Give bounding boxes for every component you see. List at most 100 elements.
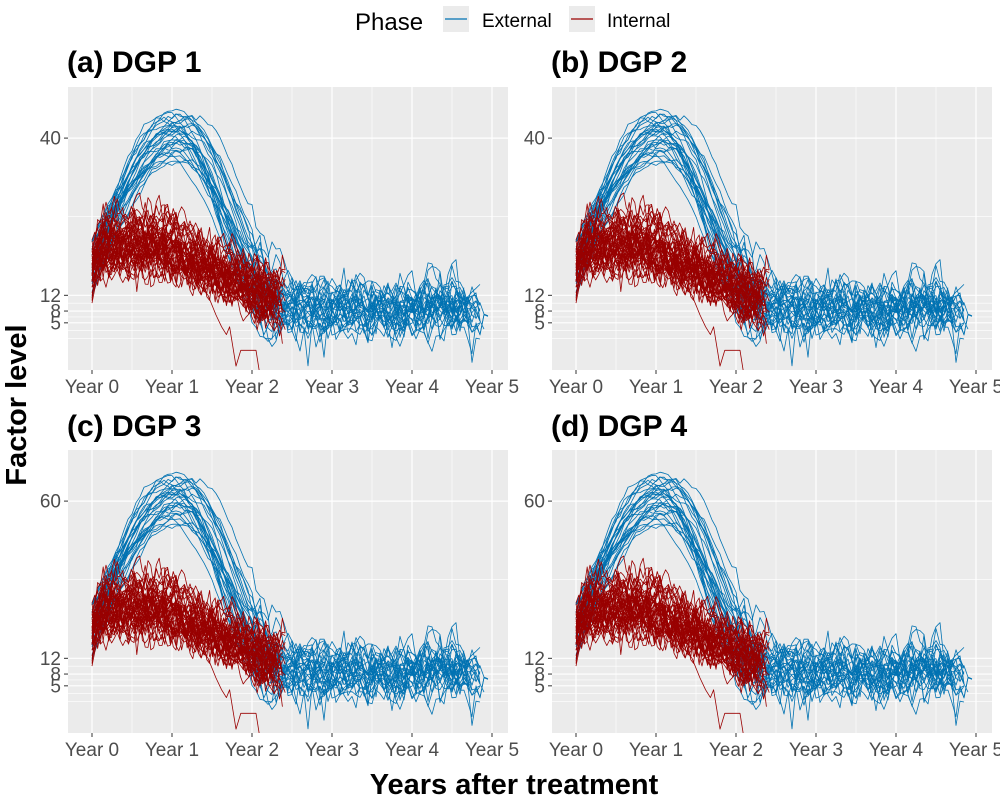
series-line-external	[91, 479, 477, 703]
y-tick-label: 12	[524, 649, 545, 670]
x-tick-label: Year 3	[305, 740, 359, 761]
series-line-external	[575, 479, 961, 703]
series-line-external	[575, 487, 965, 707]
x-tick-label: Year 2	[225, 740, 279, 761]
panel-title: (a) DGP 1	[67, 46, 202, 79]
y-tick-label: 5	[50, 676, 61, 697]
series-line-internal	[575, 555, 767, 659]
series-line-internal	[575, 250, 764, 309]
series-line-internal	[91, 247, 260, 370]
x-tick-label: Year 1	[629, 740, 683, 761]
series-line-internal	[575, 613, 764, 672]
series-line-external	[91, 487, 481, 707]
y-tick-label: 8	[50, 665, 61, 686]
panel-title: (c) DGP 3	[67, 410, 202, 443]
x-tick-label: Year 0	[549, 377, 603, 398]
series-line-external	[91, 148, 481, 352]
series-line-external	[575, 478, 949, 702]
x-axis-title: Years after treatment	[370, 769, 659, 800]
x-tick-label: Year 2	[225, 377, 279, 398]
y-tick-label: 12	[40, 286, 61, 307]
series-line-internal	[575, 582, 762, 694]
y-tick-label: 40	[524, 129, 545, 150]
y-tick-label: 60	[524, 492, 545, 513]
panel-title: (b) DGP 2	[551, 46, 687, 79]
series-line-internal	[91, 609, 278, 685]
series-line-external	[91, 135, 473, 342]
series-line-external	[91, 511, 481, 715]
series-line-external	[575, 481, 965, 711]
series-line-external	[91, 123, 469, 317]
series-line-internal	[91, 610, 260, 733]
series-line-external	[575, 498, 957, 705]
x-tick-label: Year 3	[305, 377, 359, 398]
legend-title: Phase	[355, 9, 423, 36]
series-line-internal	[91, 250, 280, 309]
series-line-external	[91, 478, 465, 702]
series-line-external	[91, 489, 481, 690]
series-lines	[91, 108, 489, 370]
x-tick-label: Year 1	[629, 377, 683, 398]
legend-label-internal: Internal	[607, 11, 670, 32]
y-tick-label: 12	[524, 286, 545, 307]
legend: Phase External Internal	[355, 6, 670, 36]
series-line-internal	[91, 605, 286, 659]
series-line-external	[91, 486, 469, 680]
series-line-internal	[575, 226, 767, 344]
series-line-internal	[575, 195, 762, 306]
series-line-internal	[91, 246, 278, 322]
x-tick-label: Year 2	[709, 740, 763, 761]
series-line-external	[575, 116, 961, 340]
series-line-internal	[575, 605, 770, 659]
x-tick-label: Year 0	[65, 740, 119, 761]
x-tick-label: Year 1	[145, 377, 199, 398]
series-line-external	[575, 489, 965, 690]
series-lines	[575, 471, 973, 733]
series-line-external	[575, 511, 965, 715]
y-tick-label: 8	[534, 302, 545, 323]
series-line-internal	[575, 558, 762, 669]
series-line-internal	[91, 219, 278, 331]
x-tick-label: Year 5	[465, 740, 519, 761]
series-line-internal	[575, 226, 756, 313]
series-line-internal	[91, 558, 278, 669]
series-line-internal	[91, 195, 278, 306]
series-line-internal	[91, 226, 272, 313]
series-line-internal	[91, 226, 283, 344]
series-lines	[91, 471, 489, 733]
x-tick-label: Year 0	[549, 740, 603, 761]
series-line-internal	[91, 589, 272, 676]
series-line-external	[91, 481, 481, 711]
series-line-external	[91, 115, 465, 339]
series-line-internal	[91, 589, 283, 707]
series-line-external	[575, 123, 953, 317]
x-tick-label: Year 5	[465, 377, 519, 398]
series-line-external	[575, 115, 949, 339]
legend-label-external: External	[482, 11, 552, 32]
series-line-internal	[91, 555, 283, 659]
series-line-internal	[575, 589, 767, 707]
series-line-internal	[91, 582, 278, 694]
series-line-external	[575, 480, 949, 694]
y-tick-label: 12	[40, 649, 61, 670]
x-tick-label: Year 4	[385, 377, 440, 398]
series-line-external	[575, 118, 965, 348]
x-tick-label: Year 5	[949, 377, 1000, 398]
x-tick-label: Year 1	[145, 740, 199, 761]
series-line-internal	[575, 247, 744, 370]
series-line-external	[575, 486, 953, 680]
x-tick-label: Year 3	[789, 377, 843, 398]
y-tick-label: 60	[40, 492, 61, 513]
x-tick-label: Year 0	[65, 377, 119, 398]
series-line-internal	[575, 219, 762, 331]
x-tick-label: Year 3	[789, 740, 843, 761]
series-lines	[575, 108, 973, 370]
series-line-internal	[575, 609, 762, 685]
y-tick-label: 40	[40, 129, 61, 150]
panel-title: (d) DGP 4	[551, 410, 687, 443]
